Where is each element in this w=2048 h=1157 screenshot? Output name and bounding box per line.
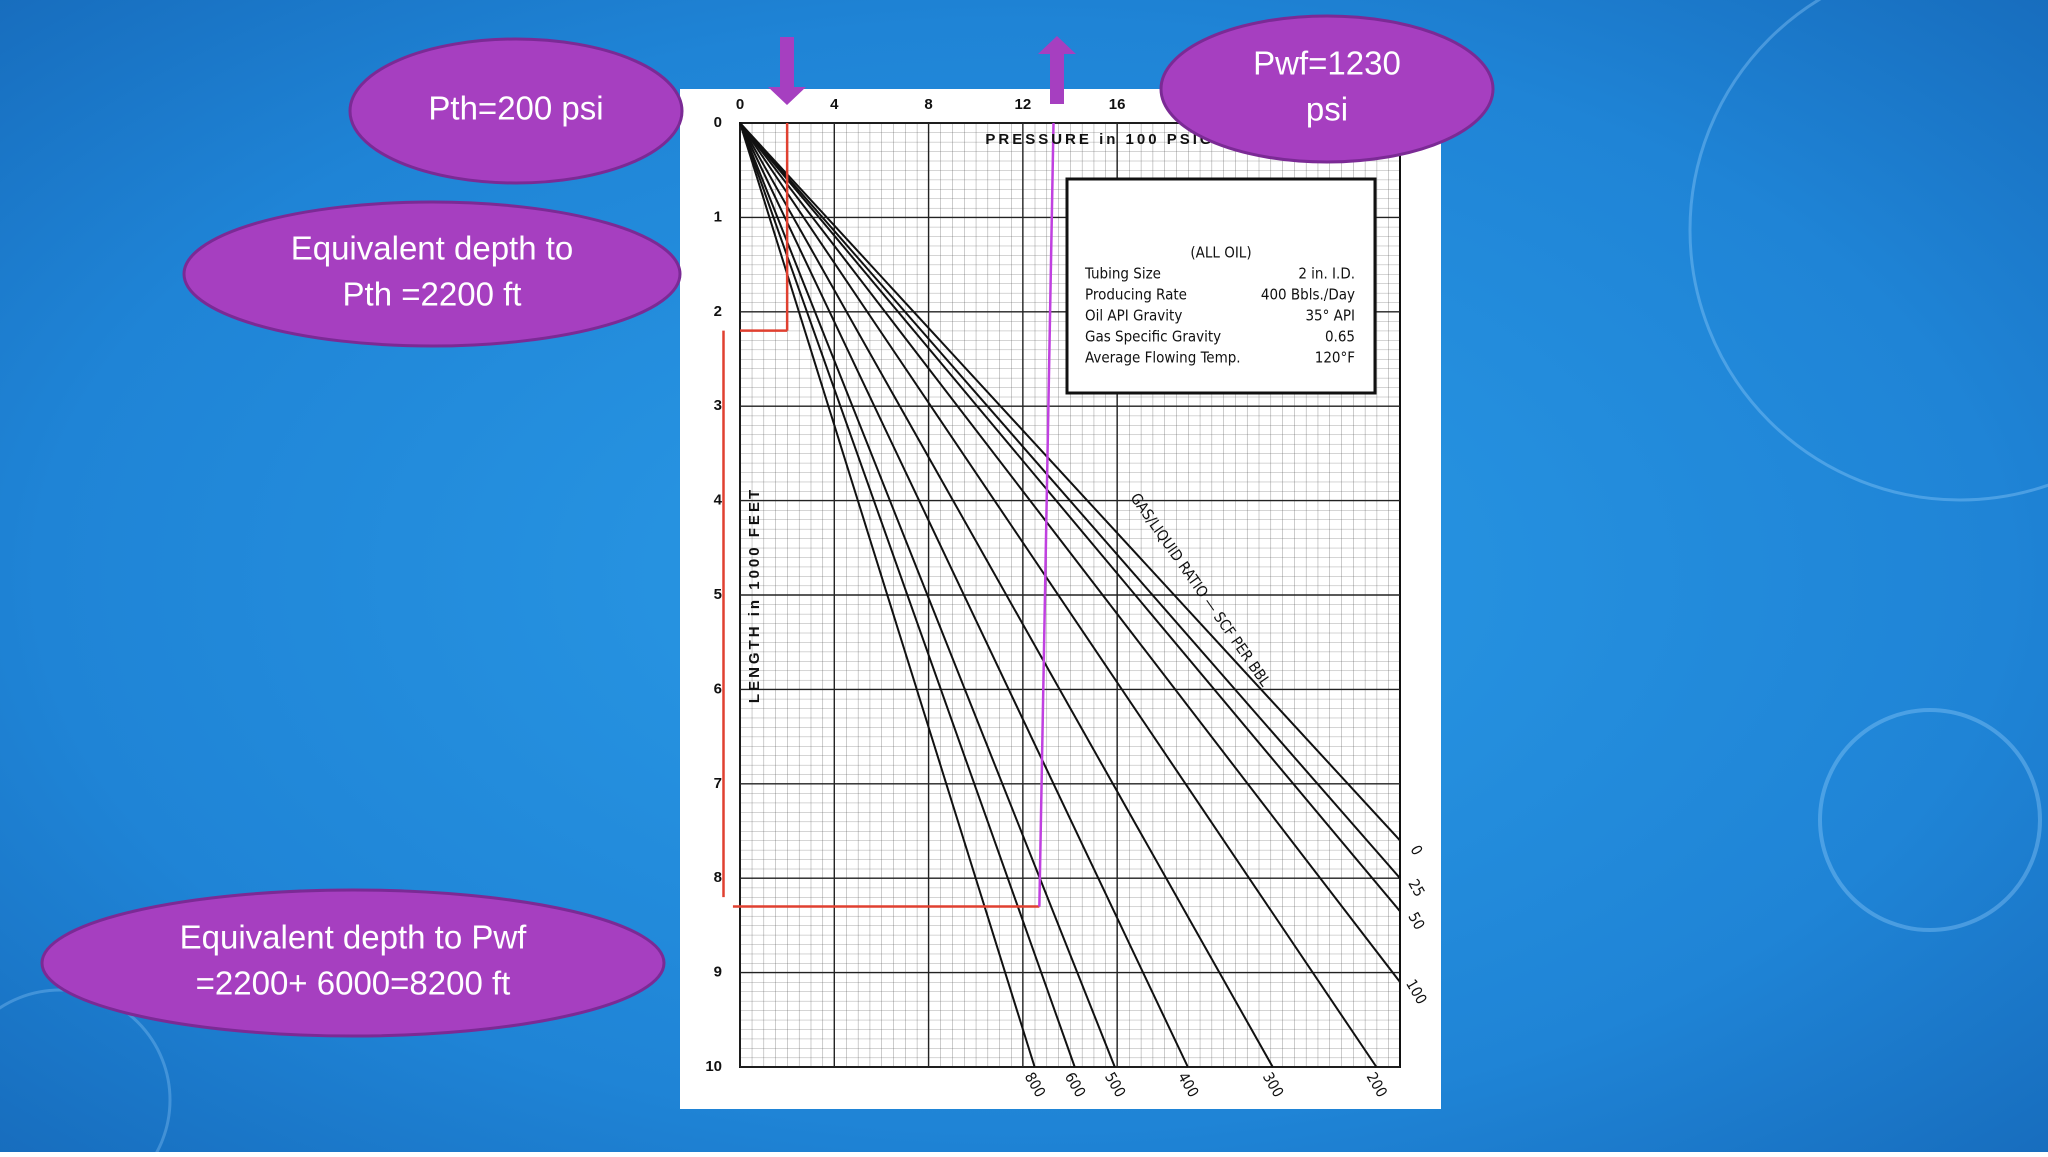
- callout-text: Equivalent depth to: [291, 230, 574, 267]
- y-tick-label: 5: [714, 586, 722, 603]
- y-tick-label: 10: [705, 1058, 722, 1075]
- callout-text: Pth =2200 ft: [343, 276, 522, 313]
- y-axis-title: LENGTH in 1000 FEET: [746, 487, 763, 703]
- x-tick-label: 16: [1109, 96, 1126, 113]
- x-tick-label: 12: [1015, 96, 1032, 113]
- y-tick-label: 3: [714, 397, 722, 414]
- curve: [739, 122, 1076, 1068]
- curve: [739, 122, 1116, 1068]
- callout-text: Equivalent depth to Pwf: [180, 919, 528, 956]
- curve: [739, 122, 1378, 1068]
- curve: [739, 122, 1036, 1068]
- curve-label: 25: [1404, 876, 1428, 900]
- curve: [739, 122, 1189, 1068]
- curve: [739, 122, 1401, 912]
- legend-key: Gas Specific Gravity: [1085, 328, 1221, 346]
- y-tick-label: 7: [714, 775, 722, 792]
- legend-key: Tubing Size: [1084, 265, 1161, 283]
- x-tick-label: 4: [830, 96, 839, 113]
- x-tick-label: 0: [736, 96, 744, 113]
- callout-bubble: [348, 37, 684, 185]
- callout-text: Pwf=1230: [1253, 45, 1401, 82]
- y-tick-label: 1: [714, 208, 722, 225]
- curve-label: 50: [1404, 909, 1428, 933]
- legend-value: 120°F: [1315, 349, 1355, 367]
- y-tick-label: 6: [714, 680, 722, 697]
- y-tick-label: 8: [714, 869, 722, 886]
- legend-value: 2 in. I.D.: [1298, 265, 1355, 283]
- curve: [739, 122, 1401, 983]
- callout-bubble: [1159, 14, 1495, 164]
- callout-text: Pth=200 psi: [428, 90, 603, 127]
- curve: [739, 122, 1401, 879]
- legend-key: Average Flowing Temp.: [1085, 349, 1241, 367]
- y-tick-label: 9: [714, 964, 722, 981]
- curve: [739, 122, 1401, 842]
- decor: [0, 988, 172, 1157]
- decor: [1688, 0, 2048, 502]
- callout-bubble: [182, 200, 682, 348]
- x-tick-label: 8: [924, 96, 932, 113]
- up-arrow: [1038, 36, 1076, 104]
- y-tick-label: 4: [714, 492, 723, 509]
- decor: [1818, 708, 2042, 932]
- guide-line: [1038, 122, 1055, 907]
- curve: [739, 122, 1274, 1068]
- down-arrow: [768, 37, 806, 105]
- legend-key: Oil API Gravity: [1085, 307, 1182, 325]
- callout-text: =2200+ 6000=8200 ft: [196, 965, 511, 1002]
- y-tick-label: 2: [714, 303, 722, 320]
- callout-bubble: [40, 888, 666, 1038]
- legend-title: (ALL OIL): [1190, 244, 1251, 262]
- x-axis-title: PRESSURE in 100 PSIG: [985, 131, 1214, 148]
- legend-value: 400 Bbls./Day: [1261, 286, 1355, 304]
- legend-box: [1065, 177, 1377, 395]
- y-tick-label: 0: [714, 114, 722, 131]
- legend-value: 35° API: [1305, 307, 1355, 325]
- legend-value: 0.65: [1325, 328, 1355, 346]
- legend-key: Producing Rate: [1085, 286, 1187, 304]
- callout-text: psi: [1306, 91, 1348, 128]
